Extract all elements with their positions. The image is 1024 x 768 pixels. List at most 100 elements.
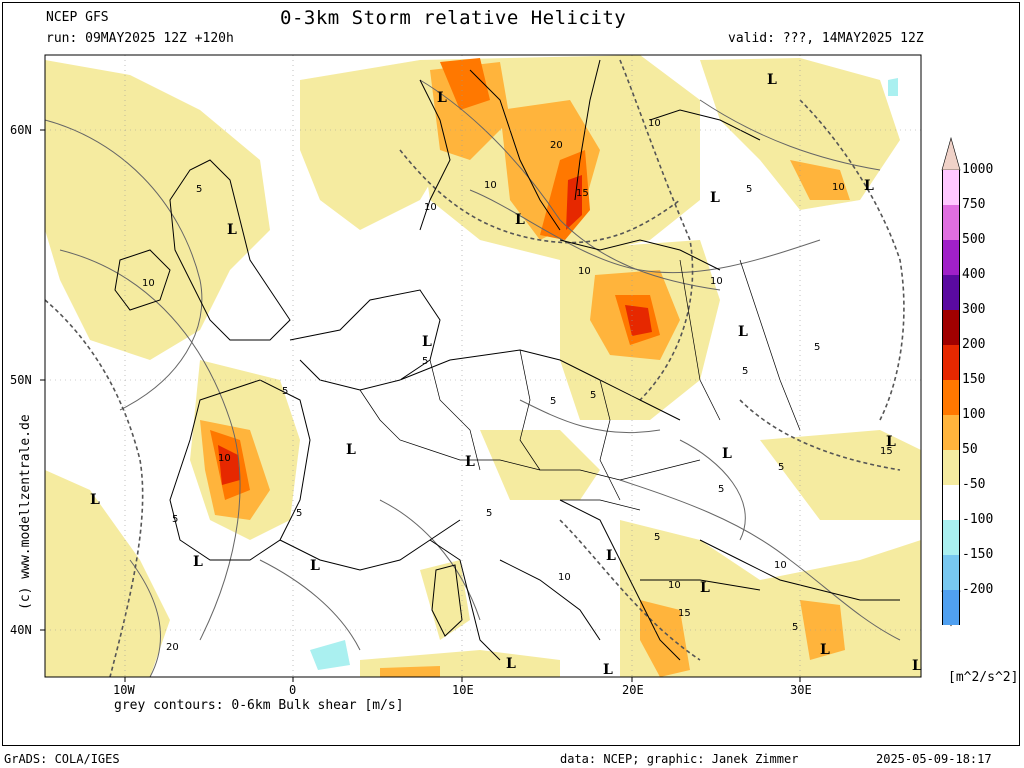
legend-swatch xyxy=(942,345,960,380)
low-marker: L xyxy=(722,446,732,462)
svg-text:5: 5 xyxy=(814,342,820,353)
svg-text:5: 5 xyxy=(296,508,302,519)
svg-text:10: 10 xyxy=(578,266,591,277)
contour-value-labels: 10 20 15 10 10 10 10 5 10 5 5 5 5 10 5 5 5 5 5 5 10 10… xyxy=(142,118,893,653)
legend-swatch xyxy=(942,170,960,205)
legend-swatch xyxy=(942,520,960,555)
valid-time: valid: ???, 14MAY2025 12Z xyxy=(728,31,924,46)
svg-text:10: 10 xyxy=(218,453,231,464)
legend-label: 1000 xyxy=(962,162,994,177)
svg-text:5: 5 xyxy=(486,508,492,519)
svg-text:15: 15 xyxy=(678,608,691,619)
outer-frame xyxy=(2,2,1020,746)
lat-label-50n: 50N xyxy=(10,373,32,387)
low-marker: L xyxy=(700,580,710,596)
svg-text:10: 10 xyxy=(142,278,155,289)
legend-label: -150 xyxy=(962,547,994,562)
helicity-negative-field xyxy=(310,640,350,670)
lon-label-20e: 20E xyxy=(622,683,644,697)
legend-swatch xyxy=(942,415,960,450)
model-name: NCEP GFS xyxy=(46,10,109,25)
helicity-200-300-fields xyxy=(218,175,652,485)
svg-text:5: 5 xyxy=(196,184,202,195)
legend-swatch xyxy=(942,240,960,275)
axis-ticks xyxy=(40,129,801,682)
legend-swatch xyxy=(942,450,960,485)
bulk-shear-contours xyxy=(45,79,901,677)
svg-text:5: 5 xyxy=(654,532,660,543)
low-marker: L xyxy=(710,190,720,206)
chart-title: 0-3km Storm relative Helicity xyxy=(280,7,627,29)
low-marker: L xyxy=(738,324,748,340)
svg-text:5: 5 xyxy=(778,462,784,473)
low-marker: L xyxy=(864,178,874,194)
lon-label-0: 0 xyxy=(289,683,297,697)
legend-label: 400 xyxy=(962,267,986,282)
low-marker: L xyxy=(886,434,896,450)
svg-text:10: 10 xyxy=(558,572,571,583)
svg-text:10: 10 xyxy=(424,202,437,213)
contour-note: grey contours: 0-6km Bulk shear [m/s] xyxy=(114,698,404,713)
svg-text:5: 5 xyxy=(550,396,556,407)
run-info: run: 09MAY2025 12Z +120h xyxy=(46,31,234,46)
svg-text:10: 10 xyxy=(484,180,497,191)
lon-label-10e: 10E xyxy=(452,683,474,697)
lat-label-40n: 40N xyxy=(10,623,32,637)
low-marker: L xyxy=(310,558,320,574)
legend-swatch xyxy=(942,380,960,415)
svg-text:10: 10 xyxy=(774,560,787,571)
legend-label: 50 xyxy=(962,442,978,457)
legend-swatch xyxy=(942,205,960,240)
svg-text:10: 10 xyxy=(668,580,681,591)
svg-text:5: 5 xyxy=(746,184,752,195)
legend-swatch xyxy=(942,590,960,625)
legend-swatch xyxy=(942,485,960,520)
svg-text:15: 15 xyxy=(576,188,589,199)
footer-credit: data: NCEP; graphic: Janek Zimmer xyxy=(560,752,799,766)
legend-label: 200 xyxy=(962,337,986,352)
svg-text:5: 5 xyxy=(792,622,798,633)
svg-text:5: 5 xyxy=(718,484,724,495)
low-marker: L xyxy=(193,554,203,570)
low-marker: L xyxy=(603,662,613,678)
pressure-dashed-contours xyxy=(45,59,905,677)
legend-label: 150 xyxy=(962,372,986,387)
legend-label: -200 xyxy=(962,582,994,597)
svg-text:5: 5 xyxy=(742,366,748,377)
low-marker: L xyxy=(506,656,516,672)
low-marker: L xyxy=(820,642,830,658)
low-marker: L xyxy=(346,442,356,458)
legend-swatch xyxy=(942,310,960,345)
low-marker: L xyxy=(606,548,616,564)
svg-text:20: 20 xyxy=(550,140,563,151)
legend-label: 500 xyxy=(962,232,986,247)
lat-label-60n: 60N xyxy=(10,123,32,137)
helicity-negative-field-ne xyxy=(888,78,898,96)
helicity-50-100-fields xyxy=(45,55,921,677)
svg-text:5: 5 xyxy=(422,356,428,367)
low-marker: L xyxy=(90,492,100,508)
low-marker: L xyxy=(912,658,922,674)
svg-text:5: 5 xyxy=(282,386,288,397)
map-border xyxy=(44,54,922,678)
low-marker: L xyxy=(767,72,777,88)
low-marker: L xyxy=(465,454,475,470)
graticule xyxy=(45,55,921,677)
legend-label: 100 xyxy=(962,407,986,422)
lon-label-30e: 30E xyxy=(790,683,812,697)
legend-top-arrow xyxy=(941,136,961,171)
legend-swatch xyxy=(942,275,960,310)
low-markers: L L L L L L L L L L L L L L L L L L L L … xyxy=(90,72,922,678)
legend-swatch xyxy=(942,555,960,590)
svg-text:20: 20 xyxy=(166,642,179,653)
low-marker: L xyxy=(515,212,525,228)
svg-text:10: 10 xyxy=(832,182,845,193)
lon-label-10w: 10W xyxy=(113,683,135,697)
svg-text:10: 10 xyxy=(710,276,723,287)
legend-unit: [m^2/s^2] xyxy=(948,670,1019,685)
low-marker: L xyxy=(227,222,237,238)
svg-text:15: 15 xyxy=(880,446,893,457)
country-borders xyxy=(359,259,801,511)
